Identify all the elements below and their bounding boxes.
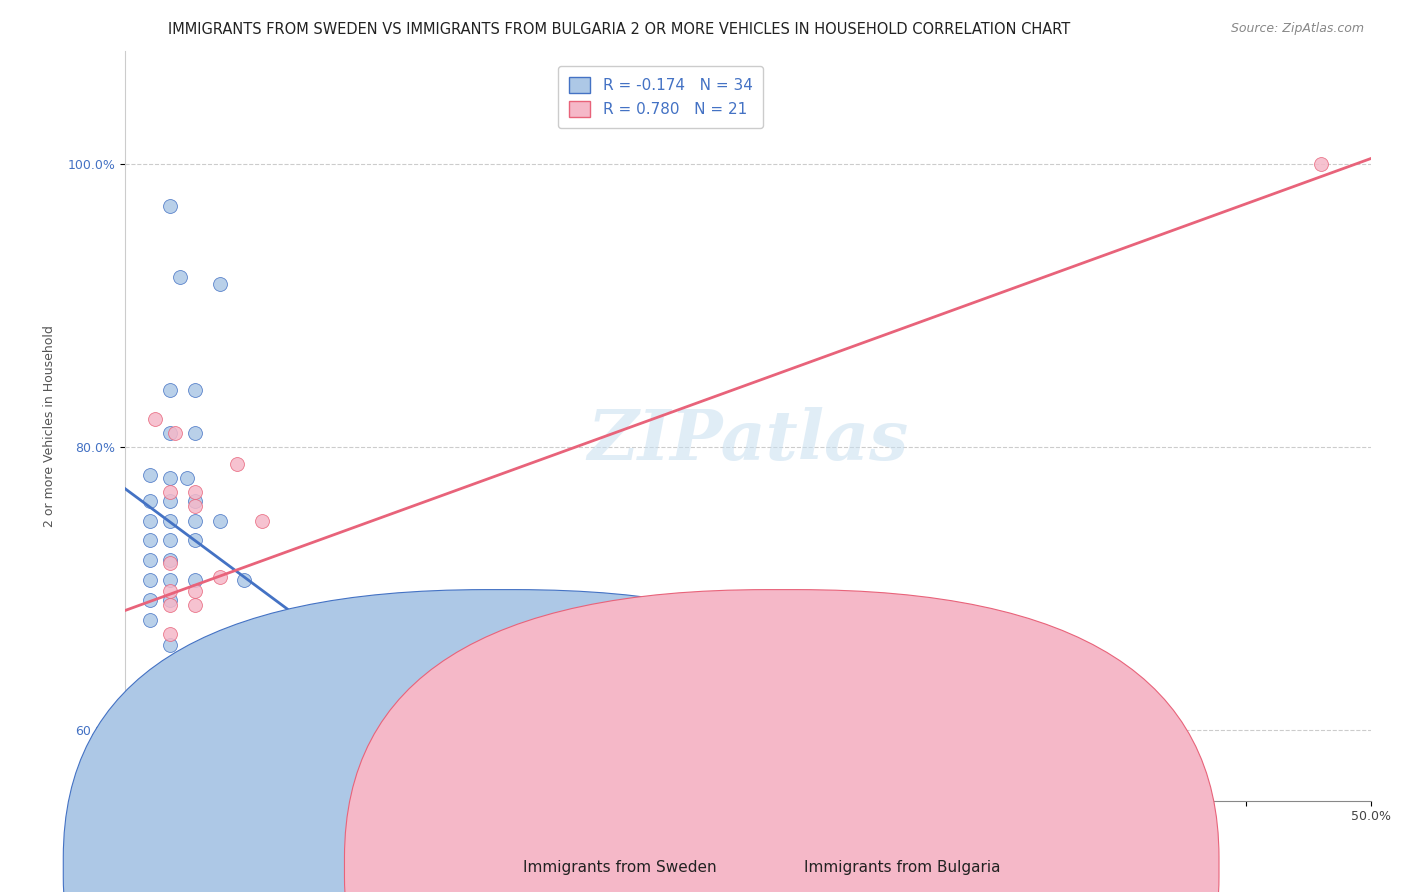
Point bbox=[183, 584, 205, 599]
Point bbox=[183, 723, 205, 737]
Point bbox=[159, 573, 181, 587]
Point bbox=[737, 739, 759, 754]
Text: ZIPatlas: ZIPatlas bbox=[588, 407, 908, 475]
Point bbox=[159, 584, 181, 599]
Point bbox=[208, 514, 231, 528]
Point bbox=[183, 599, 205, 613]
Point bbox=[139, 592, 162, 607]
Point bbox=[183, 533, 205, 548]
Point bbox=[163, 425, 186, 440]
Legend: R = -0.174   N = 34, R = 0.780   N = 21: R = -0.174 N = 34, R = 0.780 N = 21 bbox=[558, 66, 763, 128]
Point bbox=[159, 592, 181, 607]
Point bbox=[139, 533, 162, 548]
Point bbox=[226, 457, 249, 471]
Point bbox=[183, 500, 205, 514]
Point bbox=[259, 666, 281, 681]
Point bbox=[159, 493, 181, 508]
Point bbox=[159, 638, 181, 652]
Point bbox=[233, 573, 256, 587]
Point bbox=[183, 493, 205, 508]
Point bbox=[159, 533, 181, 548]
Point bbox=[139, 493, 162, 508]
Point bbox=[159, 471, 181, 485]
Point bbox=[169, 270, 191, 285]
Point bbox=[1310, 157, 1333, 171]
Point bbox=[143, 411, 166, 425]
Point bbox=[159, 553, 181, 567]
Point bbox=[176, 471, 198, 485]
Point bbox=[183, 573, 205, 587]
Point bbox=[159, 706, 181, 720]
Text: IMMIGRANTS FROM SWEDEN VS IMMIGRANTS FROM BULGARIA 2 OR MORE VEHICLES IN HOUSEHO: IMMIGRANTS FROM SWEDEN VS IMMIGRANTS FRO… bbox=[167, 22, 1070, 37]
Point bbox=[159, 199, 181, 213]
Point bbox=[183, 514, 205, 528]
Point bbox=[159, 514, 181, 528]
Point bbox=[292, 638, 315, 652]
Point bbox=[143, 688, 166, 702]
Point bbox=[183, 425, 205, 440]
Point bbox=[159, 626, 181, 640]
Point bbox=[183, 384, 205, 398]
Point bbox=[127, 695, 149, 709]
Point bbox=[159, 688, 181, 702]
Point bbox=[159, 666, 181, 681]
Text: Source: ZipAtlas.com: Source: ZipAtlas.com bbox=[1230, 22, 1364, 36]
Point bbox=[139, 468, 162, 483]
Point bbox=[159, 599, 181, 613]
Point bbox=[139, 573, 162, 587]
Point bbox=[139, 514, 162, 528]
Point bbox=[208, 277, 231, 292]
Point bbox=[159, 384, 181, 398]
Point bbox=[208, 570, 231, 584]
Text: Immigrants from Bulgaria: Immigrants from Bulgaria bbox=[804, 860, 1001, 874]
Point bbox=[159, 556, 181, 570]
Y-axis label: 2 or more Vehicles in Household: 2 or more Vehicles in Household bbox=[44, 325, 56, 526]
Point bbox=[183, 485, 205, 500]
Point bbox=[139, 613, 162, 627]
Point bbox=[250, 514, 273, 528]
Point bbox=[139, 553, 162, 567]
Text: Immigrants from Sweden: Immigrants from Sweden bbox=[523, 860, 717, 874]
Point bbox=[159, 744, 181, 758]
Point bbox=[159, 425, 181, 440]
Point bbox=[159, 485, 181, 500]
